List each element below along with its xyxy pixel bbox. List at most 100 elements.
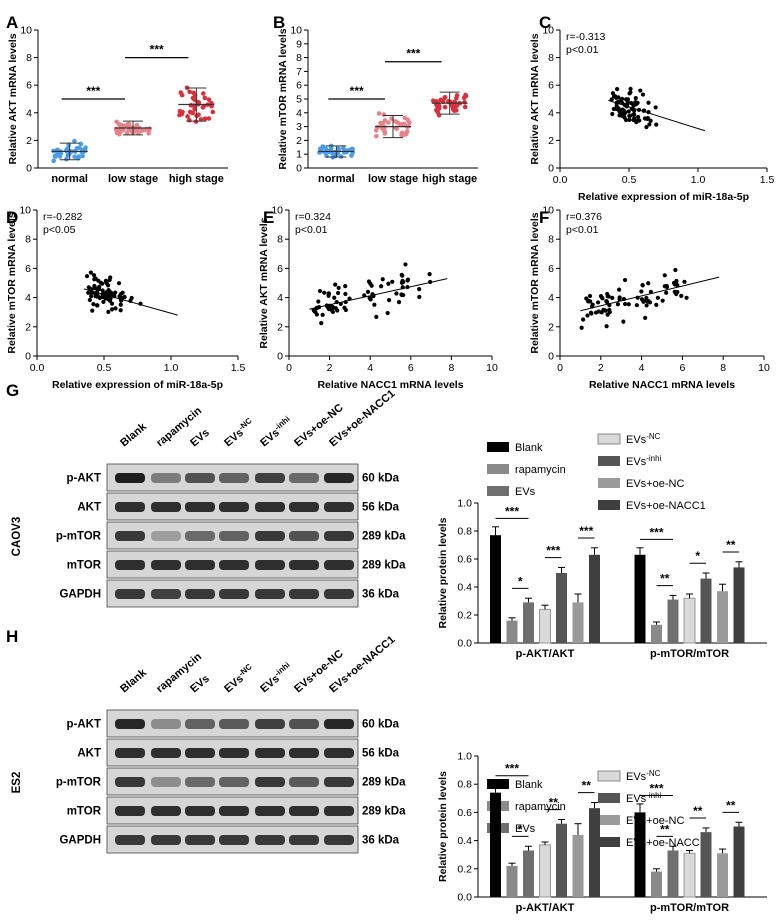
data-point: [368, 297, 373, 302]
legend-swatch: [487, 464, 509, 474]
blot-band: [324, 502, 354, 512]
group-label: normal: [318, 173, 355, 185]
data-point: [614, 87, 620, 92]
legend-swatch: [597, 770, 621, 782]
bar: [667, 850, 679, 897]
blot-band: [255, 473, 285, 483]
category-label: p-mTOR/mTOR: [650, 902, 729, 914]
data-point: [206, 116, 212, 121]
legend-swatch: [487, 486, 509, 496]
data-point: [394, 291, 399, 296]
y-tick-label: 0: [548, 163, 554, 175]
legend-label: EVs-inhi: [626, 454, 662, 469]
blot-band: [151, 748, 181, 758]
lane-superscript: -NC: [237, 662, 254, 678]
blot-band: [219, 473, 249, 483]
blot-band: [185, 719, 215, 729]
data-point: [402, 115, 408, 121]
legend-superscript: -inhi: [646, 454, 661, 463]
data-point: [463, 93, 469, 99]
blot-band: [151, 502, 181, 512]
data-point: [379, 284, 384, 289]
y-tick-label: 7: [296, 66, 302, 78]
significance-label: ***: [150, 43, 164, 57]
data-point: [644, 125, 649, 130]
data-point: [179, 111, 185, 117]
data-point: [93, 293, 98, 299]
data-point: [87, 297, 92, 303]
group-label: low stage: [108, 173, 158, 185]
legend-label: EVs: [515, 486, 536, 498]
x-axis-label: Relative NACC1 mRNA levels: [589, 379, 735, 391]
data-point: [662, 273, 667, 278]
data-point: [631, 112, 637, 117]
bar: [683, 597, 696, 644]
group-label: normal: [51, 173, 88, 185]
data-point: [380, 277, 385, 282]
data-point: [317, 288, 323, 294]
data-point: [633, 96, 638, 101]
regression-line: [580, 276, 720, 312]
data-point: [648, 289, 653, 294]
data-point: [603, 308, 608, 313]
regression-line: [309, 278, 448, 310]
data-point: [330, 304, 335, 310]
data-point: [349, 153, 354, 158]
significance-label: ***: [649, 525, 663, 539]
y-tick-label: 6: [25, 263, 31, 275]
bar: [539, 608, 551, 644]
data-point: [396, 121, 401, 126]
bar: [733, 826, 745, 897]
kda-label: 289 kDa: [362, 560, 406, 572]
blot-band: [289, 748, 319, 758]
y-axis-label: Relative protein levels: [437, 517, 449, 628]
legend-label: EVs+oe-NACC1: [626, 500, 706, 512]
x-tick-label: 0: [286, 362, 292, 374]
data-point: [113, 306, 118, 311]
data-point: [593, 310, 599, 315]
group-label: low stage: [368, 173, 418, 185]
data-point: [623, 301, 628, 307]
protein-label: p-mTOR: [56, 777, 102, 789]
data-point: [387, 297, 392, 303]
data-point: [660, 298, 665, 303]
blot-band: [151, 806, 181, 816]
data-point: [610, 295, 615, 300]
data-point: [620, 96, 625, 101]
blot-band: [289, 560, 319, 570]
y-tick-label: 0.6: [457, 807, 472, 819]
data-point: [106, 309, 111, 314]
data-point: [202, 95, 208, 101]
y-tick-label: 3: [296, 121, 302, 133]
y-tick-label: 0.8: [457, 526, 472, 538]
data-point: [646, 281, 651, 286]
data-point: [319, 147, 324, 152]
data-point: [77, 145, 82, 151]
legend: Blank rapamycin EVs EVs-NC EVs-inhi EVs+oe-NC…: [487, 432, 706, 512]
data-point: [374, 133, 379, 139]
data-point: [634, 119, 639, 124]
stat-r: r=-0.282: [43, 211, 83, 223]
lane-label: Blank: [118, 420, 149, 449]
bar: [634, 812, 646, 897]
legend-swatch: [598, 793, 620, 803]
data-point: [372, 302, 377, 307]
blot-band: [289, 531, 319, 541]
data-point: [599, 310, 604, 315]
blot-band: [255, 748, 285, 758]
x-tick-label: 2: [327, 362, 333, 374]
data-point: [136, 130, 141, 136]
data-point: [124, 130, 130, 136]
panel-label: D: [6, 208, 18, 227]
y-tick-label: 2: [548, 135, 554, 147]
legend-swatch: [598, 456, 620, 466]
data-point: [72, 154, 77, 160]
bar-chart-g: 0.0 0.2 0.4 0.6 0.8 1.0 Relative protein level…: [437, 498, 767, 660]
blot-band: [255, 835, 285, 845]
data-point: [654, 122, 659, 127]
y-tick-label: 4: [548, 107, 554, 119]
data-point: [103, 290, 109, 296]
